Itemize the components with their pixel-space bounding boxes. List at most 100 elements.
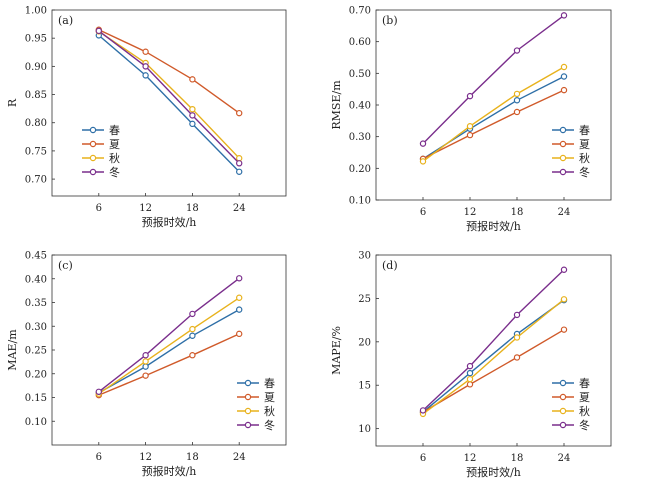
y-tick-label: 0.40 — [25, 274, 47, 285]
data-point — [513, 90, 521, 98]
data-point — [235, 294, 243, 301]
data-point — [142, 72, 149, 79]
legend-marker — [89, 168, 97, 176]
data-point — [466, 92, 474, 100]
series-line-3 — [422, 298, 565, 415]
x-tick-label: 12 — [139, 203, 152, 214]
series-line-4 — [98, 30, 240, 164]
y-tick-label: 0.50 — [349, 69, 371, 80]
y-tick-label: 0.25 — [25, 346, 47, 357]
series-line-1 — [98, 308, 240, 394]
series-line-3 — [98, 297, 240, 395]
y-tick-label: 0.20 — [349, 164, 371, 175]
series-line-3 — [98, 30, 240, 159]
legend-marker — [559, 379, 567, 387]
data-point — [235, 109, 243, 117]
data-point — [560, 73, 568, 80]
x-tick-label: 6 — [96, 203, 102, 214]
panel-label: (d) — [382, 259, 398, 272]
chart-panel-b: (b) 6 12 18 24 0.70 0.60 0.50 0.40 0.30 0.20 0.10 预报… — [330, 6, 612, 233]
x-tick-label: 6 — [96, 452, 102, 463]
data-point — [560, 266, 568, 273]
legend-marker — [559, 407, 567, 415]
data-point — [466, 375, 474, 383]
legend-label: 夏 — [579, 138, 590, 151]
x-tick-label: 6 — [420, 207, 426, 218]
plot-frame — [51, 254, 287, 446]
panel-label: (a) — [58, 14, 73, 27]
x-tick-label: 18 — [186, 203, 199, 214]
x-axis-label: 预报时效/h — [142, 464, 197, 478]
y-tick-label: 0.80 — [25, 118, 47, 129]
chart-panel-c: (c) 6 12 18 24 0.45 0.40 0.35 0.30 0.25 0.20 0.15 0.… — [6, 251, 287, 478]
x-tick-label: 24 — [558, 207, 571, 218]
data-point — [419, 407, 427, 414]
y-tick-label: 15 — [358, 381, 371, 392]
y-tick-label: 0.20 — [25, 369, 47, 380]
data-point — [235, 275, 243, 282]
x-tick-label: 24 — [233, 452, 246, 463]
data-point — [466, 369, 474, 377]
y-tick-label: 0.95 — [25, 34, 47, 45]
legend-label: 冬 — [579, 418, 590, 432]
data-point — [189, 310, 196, 318]
x-tick-label: 18 — [186, 452, 199, 463]
legend-label: 夏 — [109, 138, 120, 151]
data-point — [419, 158, 427, 165]
y-tick-label: 30 — [358, 251, 371, 262]
legend-marker — [89, 154, 97, 162]
x-tick-label: 18 — [511, 453, 524, 464]
x-tick-label: 18 — [511, 207, 524, 218]
x-tick-label: 6 — [420, 453, 426, 464]
legend-marker — [244, 421, 252, 429]
legend-marker — [559, 393, 567, 401]
data-point — [142, 372, 149, 379]
data-point — [235, 160, 243, 167]
data-point — [513, 334, 521, 341]
legend-marker — [559, 140, 567, 148]
x-axis-label: 预报时效/h — [466, 219, 521, 233]
legend-label: 春 — [579, 124, 590, 137]
y-tick-label: 0.45 — [25, 251, 47, 262]
y-tick-label: 0.35 — [25, 298, 47, 309]
series-line-3 — [422, 66, 565, 162]
data-point — [95, 388, 103, 395]
legend-marker — [89, 140, 97, 148]
legend-marker — [559, 154, 567, 162]
series-line-1 — [98, 34, 240, 173]
data-point — [466, 381, 474, 388]
y-tick-label: 0.30 — [349, 132, 371, 143]
y-axis-label: R — [6, 98, 19, 107]
x-tick-label: 24 — [558, 453, 571, 464]
y-axis-label: RMSE/m — [330, 80, 343, 130]
x-tick-label: 12 — [464, 453, 477, 464]
data-point — [189, 352, 196, 359]
legend-label: 秋 — [579, 151, 590, 165]
legend-marker — [559, 168, 567, 176]
x-tick-label: 12 — [139, 452, 152, 463]
legend-marker — [89, 126, 97, 134]
legend-label: 秋 — [109, 151, 120, 165]
y-tick-label: 0.15 — [25, 393, 47, 404]
data-point — [142, 63, 149, 70]
legend-label: 夏 — [264, 391, 275, 404]
legend-label: 秋 — [579, 404, 590, 418]
legend-marker — [559, 421, 567, 429]
y-tick-label: 0.60 — [349, 37, 371, 48]
data-point — [189, 76, 196, 83]
legend-marker — [244, 407, 252, 415]
data-point — [189, 332, 196, 339]
data-point — [419, 140, 427, 147]
y-tick-label: 0.75 — [25, 146, 47, 157]
plot-frame — [375, 9, 612, 201]
data-point — [142, 352, 149, 359]
data-point — [466, 123, 474, 130]
data-point — [142, 48, 149, 55]
series-line-4 — [422, 14, 565, 145]
data-point — [95, 27, 103, 35]
x-axis-label: 预报时效/h — [466, 465, 521, 479]
y-tick-label: 10 — [358, 424, 371, 435]
